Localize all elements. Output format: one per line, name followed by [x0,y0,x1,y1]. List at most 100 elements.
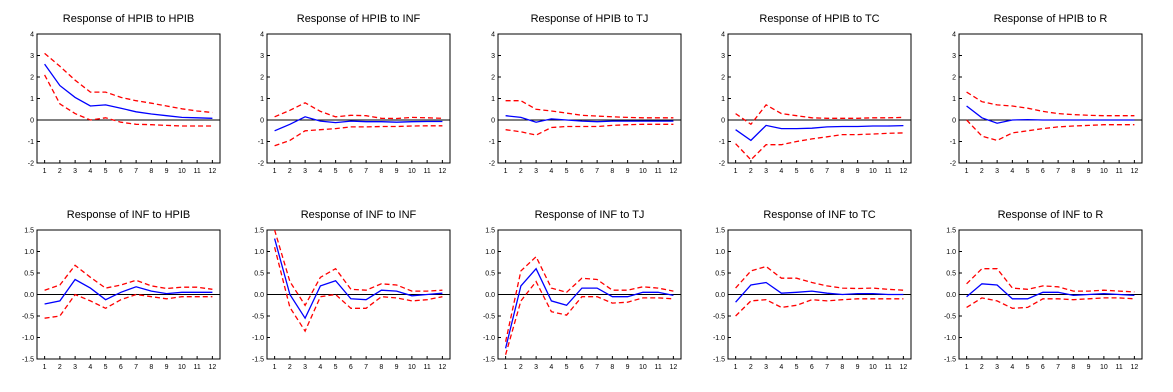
x-tick-label: 8 [610,364,614,371]
x-tick-label: 11 [654,364,661,371]
x-tick-label: 3 [303,168,307,175]
x-tick-label: 12 [669,168,677,175]
y-tick-label: -2 [258,161,264,168]
x-tick-label: 1 [504,364,508,371]
y-tick-label: 1.5 [254,228,264,235]
y-tick-label: 0 [721,118,725,125]
x-tick-label: 11 [884,364,891,371]
x-tick-label: 6 [1041,364,1045,371]
lower-band-line [44,293,213,319]
x-tick-label: 5 [795,168,799,175]
x-tick-label: 4 [549,168,553,175]
x-tick-label: 9 [626,364,630,371]
y-tick-label: -1.5 [944,357,956,364]
y-tick-label: 0.5 [485,271,495,278]
y-tick-label: 1.0 [946,249,956,256]
irf-panel: Response of INF to R -1.5 -1.0 -0.5 0.0 0.5 1.… [944,209,1143,371]
x-tick-label: 2 [980,168,984,175]
irf-panel: Response of INF to HPIB -1.5 -1.0 -0.5 0.0 0.… [22,209,221,371]
x-tick-label: 12 [899,168,907,175]
x-tick-label: 2 [58,168,62,175]
y-tick-label: 0.5 [715,271,725,278]
x-tick-label: 5 [565,168,569,175]
x-tick-label: 3 [764,168,768,175]
x-tick-label: 8 [1071,168,1075,175]
response-line [44,278,213,305]
panel-title: Response of HPIB to TC [759,13,879,25]
x-tick-label: 9 [1087,364,1091,371]
x-tick-label: 4 [1010,364,1014,371]
x-tick-label: 8 [379,364,383,371]
x-tick-label: 3 [73,364,77,371]
upper-band-line [44,52,213,114]
y-tick-label: -1 [489,139,495,146]
lower-band-line [505,123,674,136]
x-tick-label: 11 [423,364,430,371]
y-tick-label: 0 [952,118,956,125]
x-tick-label: 1 [43,168,47,175]
x-tick-label: 6 [810,168,814,175]
y-tick-label: 3 [952,53,956,60]
irf-panel: Response of INF to TC -1.5 -1.0 -0.5 0.0 0.5 1… [713,209,912,371]
x-tick-label: 7 [134,168,138,175]
x-tick-label: 8 [610,168,614,175]
x-tick-label: 10 [1100,168,1108,175]
y-tick-label: -1 [28,139,34,146]
y-tick-label: -1 [258,139,264,146]
x-tick-label: 7 [134,364,138,371]
y-tick-label: 3 [260,53,264,60]
y-tick-label: -0.5 [944,314,956,321]
y-tick-label: 1.0 [254,249,264,256]
x-tick-label: 9 [856,364,860,371]
x-tick-label: 9 [395,364,399,371]
lower-band-line [274,125,443,147]
y-tick-label: -2 [489,161,495,168]
y-tick-label: 4 [952,32,956,39]
panel-title: Response of INF to TJ [535,209,645,221]
x-tick-label: 11 [193,168,200,175]
x-tick-label: 10 [408,364,416,371]
y-tick-label: 1.5 [715,228,725,235]
y-tick-label: 4 [491,32,495,39]
panel-title: Response of INF to R [998,209,1104,221]
response-line [505,115,674,123]
x-tick-label: 10 [639,364,647,371]
upper-band-line [274,102,443,120]
x-tick-label: 12 [1130,364,1138,371]
x-tick-label: 11 [193,364,200,371]
y-tick-label: 3 [721,53,725,60]
response-line [966,105,1135,124]
y-tick-label: 1 [952,96,956,103]
lower-band-line [735,132,904,161]
x-tick-label: 2 [288,364,292,371]
x-tick-label: 1 [965,168,969,175]
upper-band-line [504,255,674,342]
x-tick-label: 1 [504,168,508,175]
y-tick-label: 1.5 [485,228,495,235]
x-tick-label: 3 [534,168,538,175]
x-tick-label: 4 [318,364,322,371]
y-tick-label: -1 [719,139,725,146]
lower-band-line [966,119,1135,142]
x-tick-label: 10 [869,364,877,371]
y-tick-label: -0.5 [483,314,495,321]
x-tick-label: 5 [334,364,338,371]
x-tick-label: 7 [1056,168,1060,175]
y-tick-label: 1.5 [946,228,956,235]
x-tick-label: 3 [764,364,768,371]
x-tick-label: 12 [438,364,446,371]
x-tick-label: 6 [119,364,123,371]
x-tick-label: 2 [980,364,984,371]
y-tick-label: -1.0 [944,335,956,342]
irf-panel: Response of INF to TJ -1.5 -1.0 -0.5 0.0 0.5 1… [483,209,682,371]
x-tick-label: 4 [549,364,553,371]
y-tick-label: 1.5 [24,228,34,235]
x-tick-label: 6 [119,168,123,175]
x-tick-label: 4 [88,364,92,371]
y-tick-label: 4 [721,32,725,39]
x-tick-label: 10 [869,168,877,175]
x-tick-label: 4 [1010,168,1014,175]
y-tick-label: 1.0 [24,249,34,256]
